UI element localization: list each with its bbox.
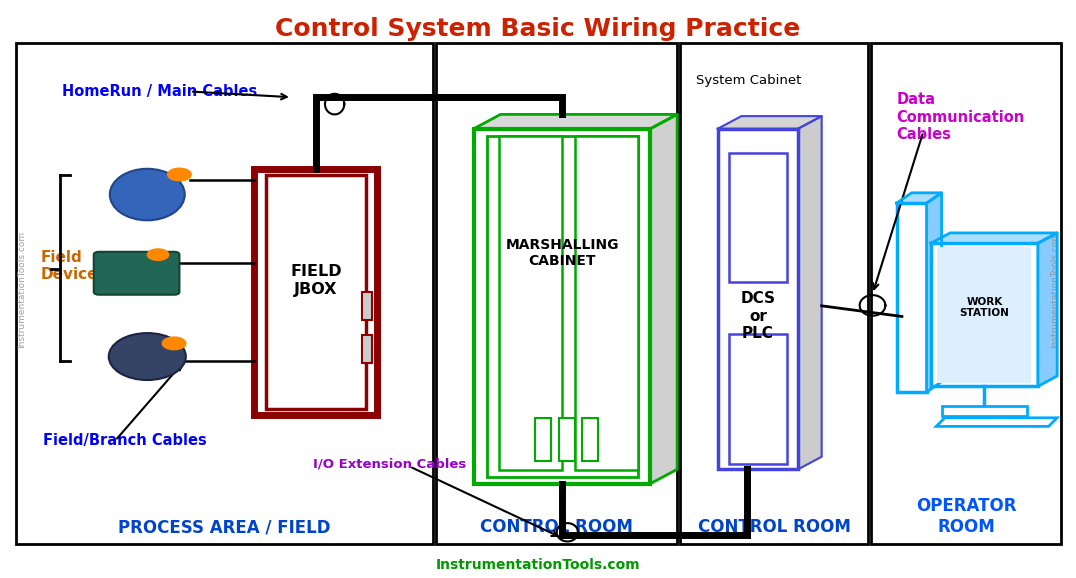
FancyBboxPatch shape — [94, 252, 180, 295]
FancyBboxPatch shape — [582, 418, 598, 461]
Text: Control System Basic Wiring Practice: Control System Basic Wiring Practice — [275, 17, 801, 41]
Text: I/O Extension Cables: I/O Extension Cables — [313, 457, 467, 470]
Polygon shape — [936, 418, 1057, 427]
FancyBboxPatch shape — [728, 153, 788, 282]
Polygon shape — [1038, 233, 1057, 386]
Circle shape — [162, 337, 186, 350]
Polygon shape — [896, 193, 942, 203]
FancyBboxPatch shape — [254, 169, 378, 415]
Text: InstrumentationTools.com: InstrumentationTools.com — [1050, 231, 1059, 347]
Circle shape — [168, 168, 192, 181]
FancyBboxPatch shape — [473, 129, 650, 484]
Text: HomeRun / Main Cables: HomeRun / Main Cables — [61, 84, 257, 99]
Text: InstrumentationTools.com: InstrumentationTools.com — [436, 558, 640, 572]
FancyBboxPatch shape — [536, 418, 551, 461]
Ellipse shape — [109, 333, 186, 380]
Text: Field/Branch Cables: Field/Branch Cables — [43, 433, 208, 448]
Text: CONTROL ROOM: CONTROL ROOM — [697, 518, 850, 536]
Polygon shape — [650, 114, 677, 484]
FancyBboxPatch shape — [870, 43, 1061, 544]
Text: WORK
STATION: WORK STATION — [960, 297, 1009, 318]
FancyBboxPatch shape — [896, 203, 926, 392]
Text: Field
Devices: Field Devices — [40, 250, 107, 282]
FancyBboxPatch shape — [499, 136, 562, 470]
Ellipse shape — [110, 169, 185, 220]
Text: MARSHALLING
CABINET: MARSHALLING CABINET — [506, 238, 619, 268]
FancyBboxPatch shape — [363, 335, 372, 364]
FancyBboxPatch shape — [16, 43, 434, 544]
Circle shape — [147, 249, 169, 260]
Polygon shape — [926, 193, 942, 392]
FancyBboxPatch shape — [558, 418, 575, 461]
Text: CONTROL ROOM: CONTROL ROOM — [480, 518, 633, 536]
Text: Data
Communication
Cables: Data Communication Cables — [896, 92, 1024, 142]
FancyBboxPatch shape — [937, 247, 1032, 383]
FancyBboxPatch shape — [363, 292, 372, 320]
FancyBboxPatch shape — [942, 406, 1028, 416]
Text: FIELD
JBOX: FIELD JBOX — [291, 264, 342, 297]
Polygon shape — [718, 116, 822, 129]
FancyBboxPatch shape — [931, 243, 1038, 386]
FancyBboxPatch shape — [575, 136, 638, 470]
FancyBboxPatch shape — [728, 334, 788, 464]
Text: PROCESS AREA / FIELD: PROCESS AREA / FIELD — [118, 518, 330, 536]
FancyBboxPatch shape — [486, 136, 638, 477]
Text: System Cabinet: System Cabinet — [696, 73, 802, 87]
FancyBboxPatch shape — [436, 43, 677, 544]
Text: OPERATOR
ROOM: OPERATOR ROOM — [916, 498, 1017, 536]
Text: InstrumentationTools.com: InstrumentationTools.com — [17, 231, 26, 347]
Polygon shape — [798, 116, 822, 469]
Text: DCS
or
PLC: DCS or PLC — [740, 291, 776, 341]
FancyBboxPatch shape — [718, 129, 798, 469]
Polygon shape — [473, 114, 677, 129]
FancyBboxPatch shape — [680, 43, 867, 544]
FancyBboxPatch shape — [266, 175, 366, 409]
Polygon shape — [931, 233, 1057, 243]
